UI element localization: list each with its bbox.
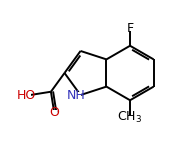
Text: CH$_3$: CH$_3$	[117, 110, 143, 126]
Bar	[52, 110, 57, 116]
Text: HO: HO	[16, 88, 36, 102]
Text: O: O	[49, 106, 59, 119]
Bar	[127, 25, 133, 31]
Bar	[124, 115, 136, 121]
Text: F: F	[126, 22, 134, 35]
Text: NH: NH	[66, 88, 85, 101]
Bar	[70, 92, 81, 98]
Bar	[21, 92, 31, 98]
